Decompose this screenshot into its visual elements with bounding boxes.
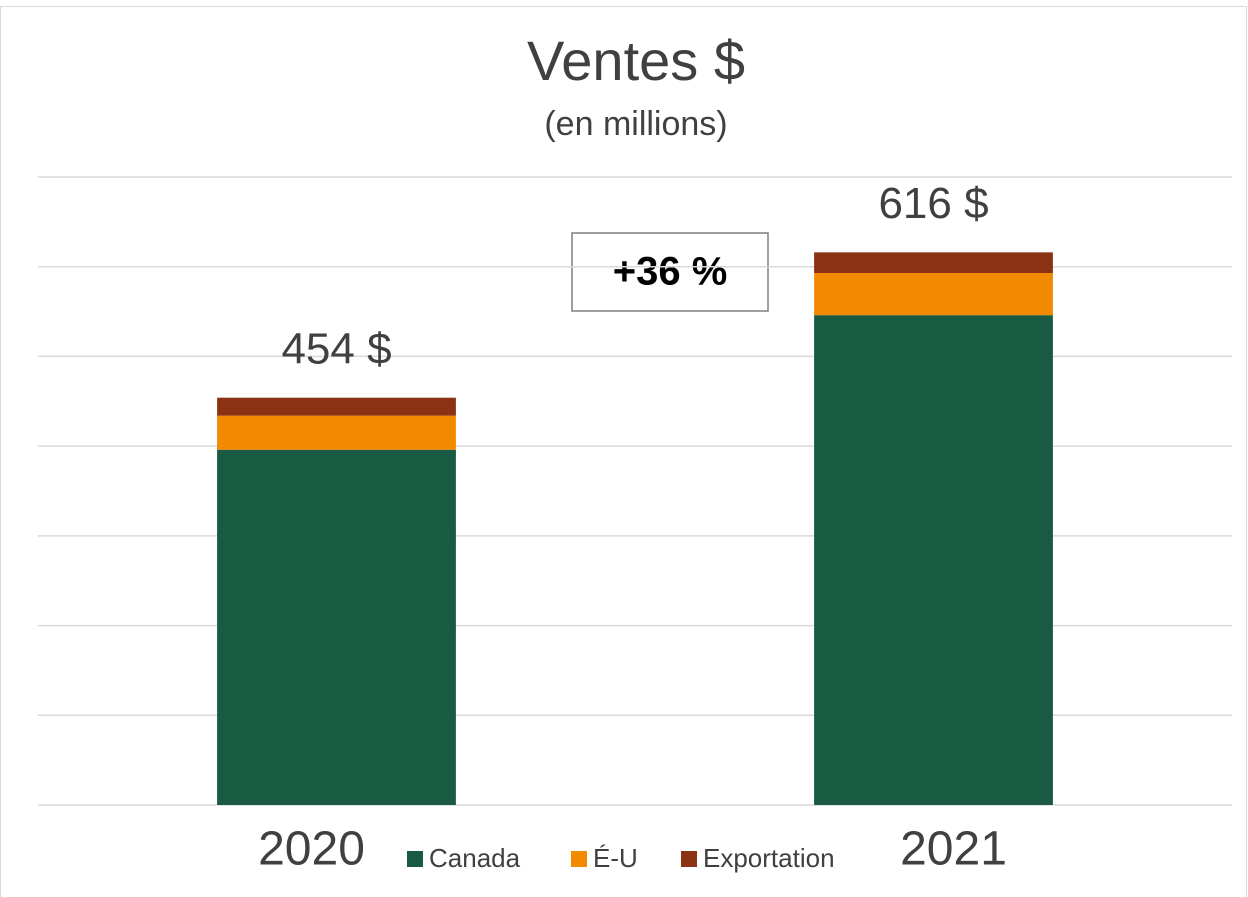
bar-segment — [814, 252, 1053, 273]
bar-segment — [217, 449, 456, 805]
legend-label: Canada — [429, 843, 521, 873]
legend-label: É-U — [593, 843, 638, 873]
chart-border — [0, 6, 1247, 897]
annotation-box — [571, 232, 769, 312]
legend-label: Exportation — [703, 843, 835, 873]
x-tick-label: 2021 — [900, 823, 1007, 876]
x-tick-label: 2020 — [258, 823, 365, 876]
annotation: +36 % — [613, 250, 728, 294]
chart-title: Ventes $ — [527, 29, 745, 92]
chart-subtitle: (en millions) — [544, 105, 727, 143]
legend-swatch — [571, 851, 587, 867]
legend-swatch — [407, 851, 423, 867]
bar-segment — [814, 272, 1053, 316]
total-label: 616 $ — [878, 179, 988, 228]
legend-swatch — [681, 851, 697, 867]
bar-segment — [217, 415, 456, 450]
total-label: 454 $ — [281, 324, 391, 373]
bar-segment — [217, 397, 456, 416]
bar-segment — [814, 315, 1053, 805]
